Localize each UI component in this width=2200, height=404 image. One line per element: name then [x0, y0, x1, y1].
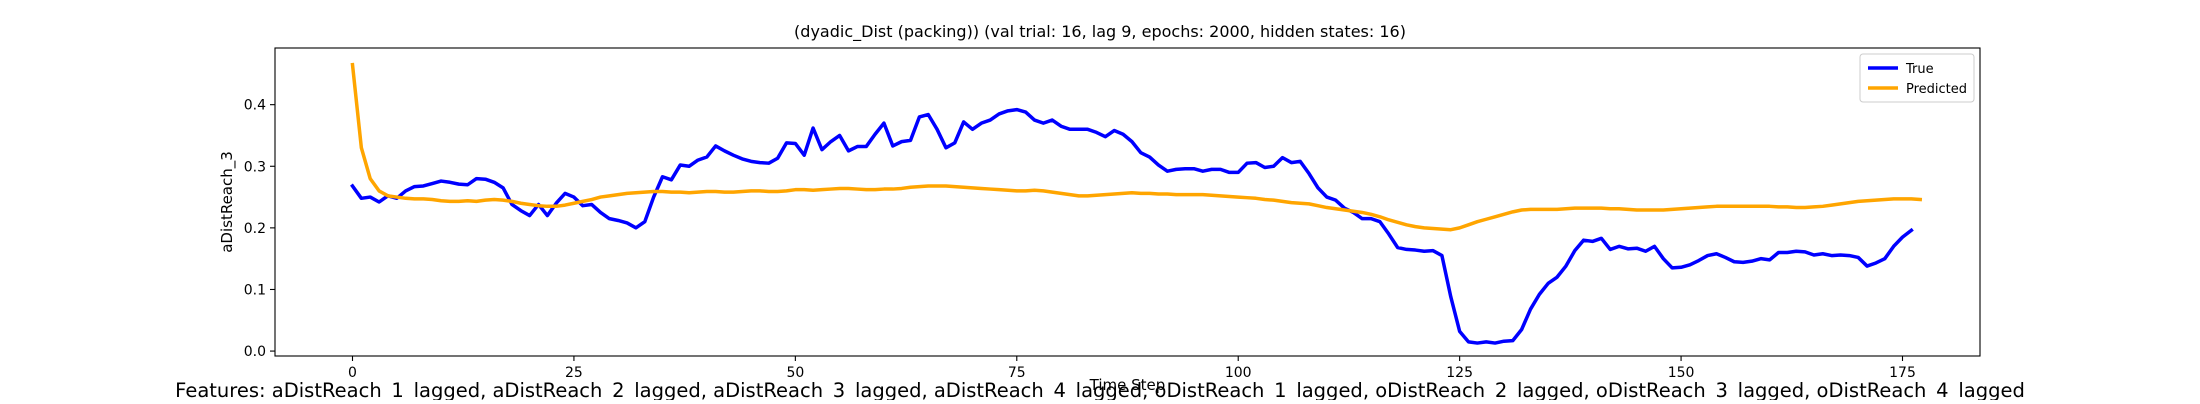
series-line-predicted — [350, 62, 1923, 232]
x-tick-label: 150 — [1668, 365, 1695, 381]
x-tick-label: 50 — [786, 365, 804, 381]
legend: True Predicted — [1859, 53, 1975, 103]
x-tick-label: 75 — [1008, 365, 1026, 381]
legend-label-predicted: Predicted — [1906, 82, 1967, 97]
y-tick-label: 0.0 — [244, 344, 266, 360]
legend-box — [1859, 53, 1975, 103]
y-axis-label: aDistReach_3 — [218, 151, 237, 253]
features-caption: Features: aDistReach_1_lagged, aDistReac… — [175, 379, 2025, 400]
x-axis-label: Time Step — [1089, 376, 1166, 394]
x-tick-label: 100 — [1225, 365, 1252, 381]
y-tick-label: 0.3 — [244, 159, 266, 175]
series-line-true — [350, 107, 1914, 345]
x-tick-label: 175 — [1889, 365, 1916, 381]
plot-area: 0 25 50 75 100 125 150 175 0.0 0.1 0.2 0.3 0.4 — [244, 47, 1981, 381]
legend-label-true: True — [1905, 62, 1934, 77]
x-tick-label: 0 — [348, 365, 357, 381]
y-tick-label: 0.4 — [244, 98, 266, 114]
x-tick-label: 25 — [565, 365, 583, 381]
y-tick-label: 0.1 — [244, 282, 266, 298]
y-tick-label: 0.2 — [244, 221, 266, 237]
chart-title: (dyadic_Dist (packing)) (val trial: 16, … — [794, 22, 1406, 42]
plot-frame — [274, 47, 1981, 357]
x-tick-label: 125 — [1446, 365, 1473, 381]
